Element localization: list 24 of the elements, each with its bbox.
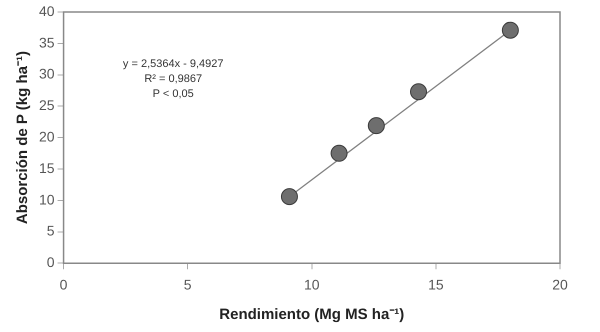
point xyxy=(368,117,385,134)
y-tick-label: 25 xyxy=(38,97,55,114)
annotation: R² = 0,9867 xyxy=(144,73,202,86)
annotation: y = 2,5364x - 9,4927 xyxy=(122,58,224,70)
point xyxy=(410,83,428,100)
point xyxy=(330,144,348,162)
point xyxy=(502,22,519,39)
y-tick-label: 40 xyxy=(38,2,55,19)
y-axis-title: Absorción de P (kg ha⁻¹) xyxy=(14,51,32,224)
x-tick-label: 10 xyxy=(304,276,320,292)
x-axis-title: Rendimiento (Mg MS ha⁻¹) xyxy=(219,306,404,324)
x-tick-label: 20 xyxy=(552,276,568,292)
point xyxy=(280,188,298,206)
y-tick-label: 5 xyxy=(46,222,55,239)
annotation: P < 0,05 xyxy=(152,88,194,100)
x-tick-label: 15 xyxy=(428,276,444,292)
y-tick-label: 35 xyxy=(38,34,55,50)
y-tick-label: 30 xyxy=(38,66,55,82)
y-tick-label: 10 xyxy=(38,191,55,208)
x-tick-label: 0 xyxy=(60,276,68,292)
y-tick-label: 15 xyxy=(38,160,55,176)
y-tick-label: 0 xyxy=(46,254,55,270)
y-tick-label: 20 xyxy=(38,128,55,144)
x-tick-label: 5 xyxy=(184,276,192,292)
